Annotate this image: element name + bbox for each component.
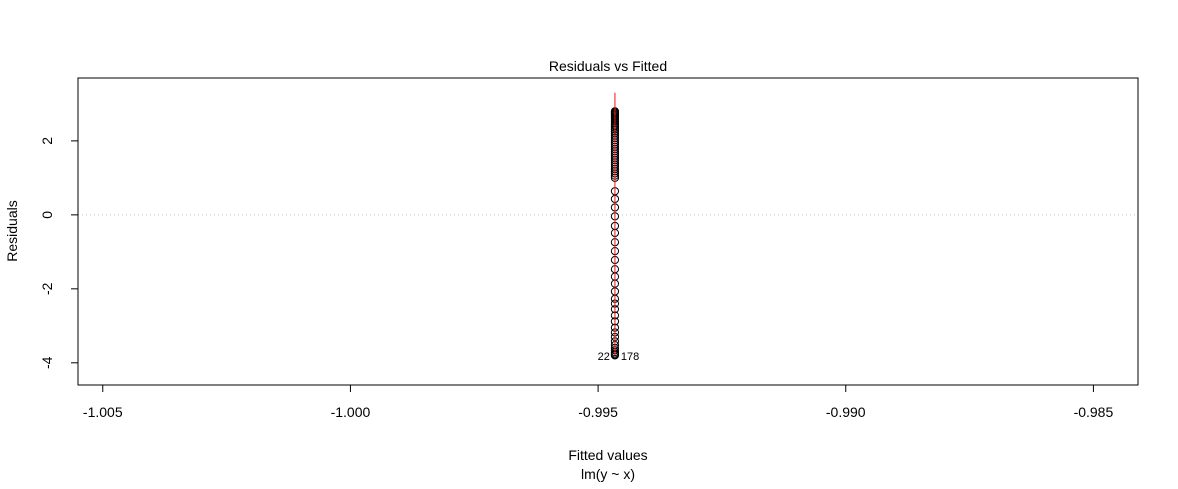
- y-tick-label: 0: [39, 211, 55, 219]
- y-axis-title: Residuals: [4, 200, 20, 261]
- y-tick-label: -4: [39, 356, 55, 369]
- y-axis: -4 -2 0 2: [39, 137, 79, 369]
- point-labels-layer: 22 178: [598, 351, 640, 363]
- y-tick-label: 2: [39, 137, 55, 145]
- x-axis-title: Fitted values: [568, 447, 647, 463]
- x-tick-label: -1.000: [331, 404, 371, 420]
- point-label: 22: [598, 351, 610, 363]
- chart-title: Residuals vs Fitted: [549, 58, 667, 74]
- chart-subtitle: lm(y ~ x): [581, 466, 635, 482]
- x-tick-label: -0.985: [1074, 404, 1114, 420]
- x-tick-label: -1.005: [83, 404, 123, 420]
- point-label: 178: [621, 351, 639, 363]
- x-tick-label: -0.995: [578, 404, 618, 420]
- y-tick-label: -2: [39, 282, 55, 295]
- x-axis: -1.005 -1.000 -0.995 -0.990 -0.985: [83, 384, 1114, 420]
- x-tick-label: -0.990: [826, 404, 866, 420]
